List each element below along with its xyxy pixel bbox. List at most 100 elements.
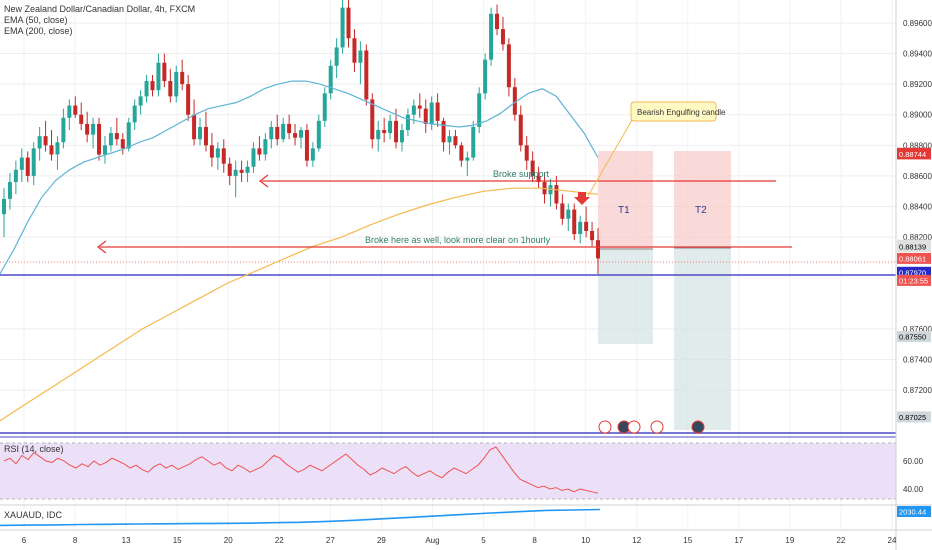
target-zones: T1 T2 bbox=[598, 151, 731, 430]
xau-line bbox=[0, 508, 601, 527]
candle bbox=[382, 117, 387, 143]
candle bbox=[97, 117, 102, 161]
candle-body bbox=[512, 87, 517, 115]
candle bbox=[19, 148, 24, 183]
time-tick-label: 27 bbox=[326, 536, 335, 545]
candle-body bbox=[239, 169, 244, 173]
candle-body bbox=[132, 105, 137, 123]
chart-legend: New Zealand Dollar/Canadian Dollar, 4h, … bbox=[4, 4, 195, 37]
candle-body bbox=[334, 47, 339, 66]
candle-body bbox=[346, 7, 351, 39]
candle-body bbox=[429, 102, 434, 124]
support-note: Broke support bbox=[493, 169, 550, 179]
candle-body bbox=[578, 221, 583, 235]
t1-label: T1 bbox=[618, 205, 630, 216]
ema50-legend[interactable]: EMA (50, close) bbox=[4, 15, 68, 25]
candle-body bbox=[572, 209, 577, 235]
candle bbox=[281, 117, 286, 143]
candle-body bbox=[322, 93, 327, 121]
candle-body bbox=[382, 130, 387, 134]
rsi-axis: 60.00 40.00 bbox=[903, 457, 924, 494]
candle bbox=[37, 126, 42, 161]
candle-body bbox=[304, 130, 309, 161]
candle-body bbox=[506, 44, 511, 88]
support-arrow-head bbox=[258, 174, 269, 188]
price-tick-label: 0.89000 bbox=[903, 111, 932, 120]
price-axis[interactable]: 0.89600 0.89400 0.89200 0.89000 0.88800 0.886… bbox=[903, 19, 932, 395]
candle bbox=[512, 78, 517, 121]
candle-body bbox=[144, 81, 149, 97]
candle-body bbox=[156, 62, 161, 91]
candle-body bbox=[417, 105, 422, 109]
candle-body bbox=[25, 157, 30, 176]
candle bbox=[257, 136, 262, 161]
candle bbox=[180, 59, 185, 91]
rsi-pane bbox=[0, 442, 896, 500]
rsi-legend[interactable]: RSI (14, close) bbox=[4, 444, 64, 454]
candle bbox=[417, 93, 422, 118]
candle bbox=[370, 93, 375, 149]
symbol-title[interactable]: New Zealand Dollar/Canadian Dollar, 4h, … bbox=[4, 4, 196, 14]
candle-body bbox=[459, 145, 464, 161]
t2-reward-zone bbox=[674, 248, 731, 430]
time-tick-label: 20 bbox=[224, 536, 233, 545]
price-badge-label: 0.87025 bbox=[899, 413, 926, 422]
candle bbox=[441, 117, 446, 152]
candle bbox=[174, 65, 179, 103]
candle bbox=[465, 151, 470, 176]
t2-risk-zone bbox=[674, 151, 731, 248]
candle-body bbox=[251, 148, 256, 167]
time-tick-label: 19 bbox=[785, 536, 794, 545]
candle bbox=[13, 160, 18, 195]
ema200-legend[interactable]: EMA (200, close) bbox=[4, 26, 73, 36]
time-tick-label: 8 bbox=[532, 536, 537, 545]
candle bbox=[364, 44, 369, 106]
xau-badge-label: 2030.44 bbox=[899, 508, 926, 517]
candle bbox=[310, 142, 315, 167]
time-axis[interactable]: 6 8 13 15 20 22 27 29 Aug 5 8 10 12 15 17 19 22 24 bbox=[22, 536, 897, 545]
candle bbox=[251, 142, 256, 173]
candle bbox=[73, 96, 78, 118]
time-tick-label: 10 bbox=[581, 536, 590, 545]
price-badge-label: 0.88139 bbox=[899, 242, 926, 251]
candle-body bbox=[126, 122, 131, 149]
candle bbox=[85, 111, 90, 143]
candle bbox=[43, 120, 48, 152]
time-tick-label: 6 bbox=[22, 536, 27, 545]
candle-body bbox=[471, 126, 476, 158]
candle bbox=[61, 108, 66, 149]
rsi-band bbox=[0, 443, 896, 499]
candle-body bbox=[13, 169, 18, 183]
candle-body bbox=[114, 133, 119, 140]
price-badge bbox=[897, 252, 931, 264]
time-tick-label: 22 bbox=[275, 536, 284, 545]
candle bbox=[55, 136, 60, 170]
candle bbox=[435, 93, 440, 127]
candle bbox=[304, 123, 309, 167]
candle bbox=[596, 227, 600, 274]
ema200-line bbox=[0, 187, 599, 422]
t1-risk-zone bbox=[598, 151, 653, 249]
candle bbox=[566, 203, 571, 232]
candle bbox=[168, 68, 173, 103]
candle-body bbox=[37, 136, 42, 149]
candle-body bbox=[596, 240, 600, 259]
candle-body bbox=[19, 157, 24, 170]
candle bbox=[495, 4, 500, 36]
candle-body bbox=[447, 136, 452, 143]
globe-icon bbox=[691, 420, 705, 434]
t2-label: T2 bbox=[695, 205, 707, 216]
price-tick-label: 0.88400 bbox=[903, 203, 932, 212]
candle bbox=[453, 130, 458, 149]
xau-legend[interactable]: XAUAUD, IDC bbox=[4, 510, 63, 520]
candle bbox=[358, 41, 363, 85]
candle-body bbox=[79, 114, 84, 124]
candle-body bbox=[340, 7, 345, 48]
price-badge bbox=[897, 411, 931, 423]
time-tick-label: 24 bbox=[888, 536, 897, 545]
candle bbox=[192, 99, 197, 146]
candle bbox=[500, 16, 505, 51]
event-markers bbox=[598, 420, 705, 434]
candle-body bbox=[483, 59, 488, 94]
